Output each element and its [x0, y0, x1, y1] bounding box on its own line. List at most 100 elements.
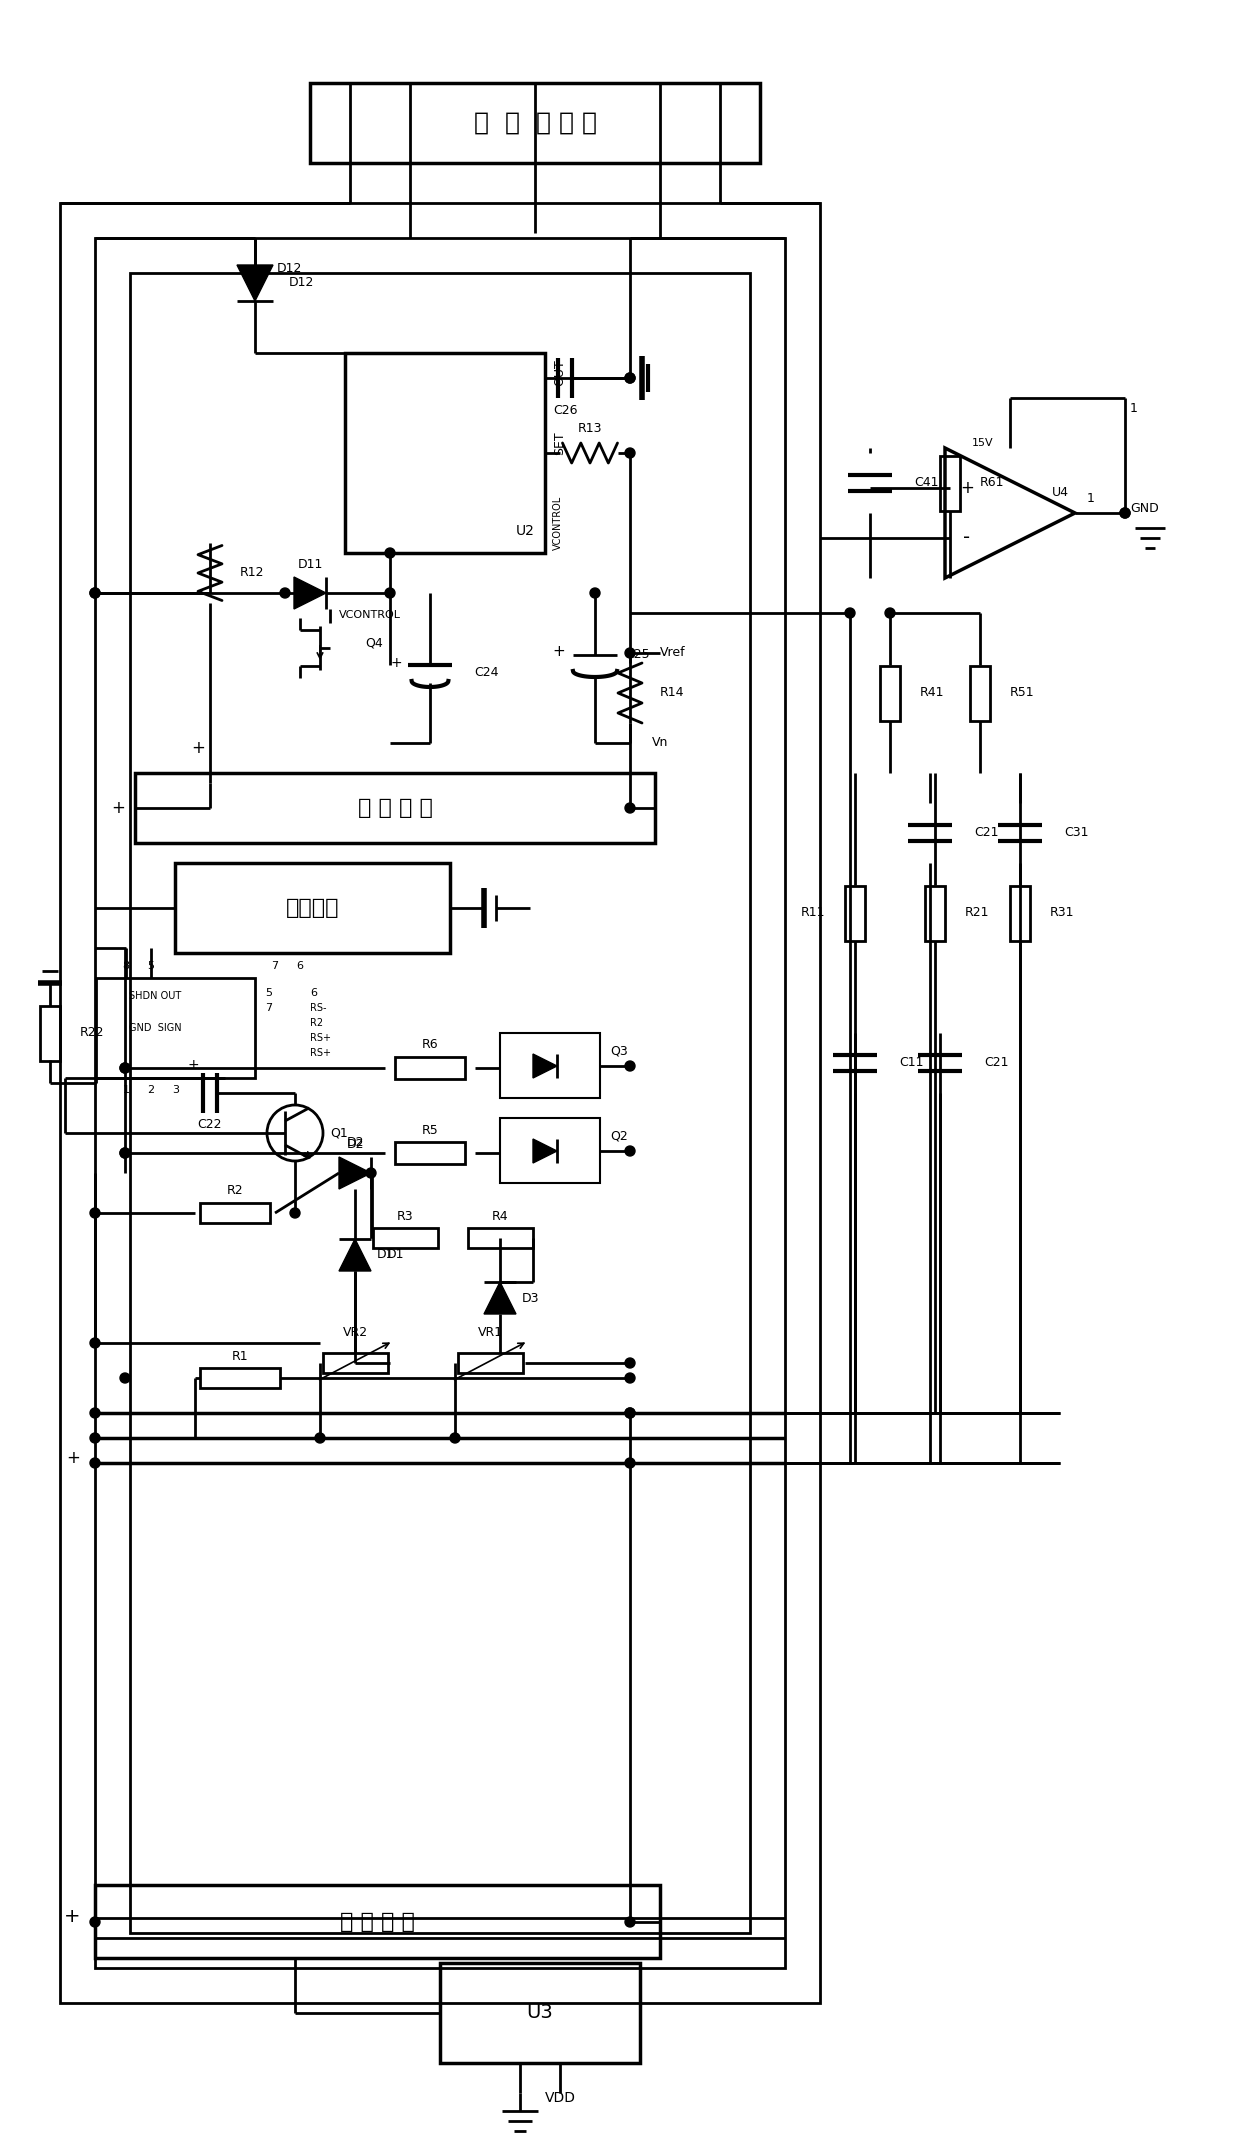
Text: R14: R14 — [660, 687, 684, 700]
Circle shape — [91, 589, 100, 597]
Text: +: + — [391, 657, 402, 670]
Bar — [60, 203, 820, 2003]
Text: 输 出 模 块: 输 出 模 块 — [357, 798, 433, 817]
Text: C41: C41 — [914, 476, 939, 488]
Text: 15V: 15V — [972, 437, 993, 448]
Polygon shape — [237, 264, 273, 301]
Text: SHDN OUT: SHDN OUT — [129, 992, 181, 1000]
Bar — [844, 885, 866, 941]
Text: 1: 1 — [123, 1086, 129, 1094]
Text: R31: R31 — [1050, 907, 1075, 919]
Bar — [940, 456, 960, 510]
Text: C25: C25 — [625, 648, 650, 661]
Text: -: - — [963, 529, 971, 548]
Text: D1: D1 — [377, 1248, 394, 1261]
Text: 3: 3 — [172, 1086, 180, 1094]
Bar — [396, 1058, 465, 1079]
Text: +: + — [112, 800, 125, 817]
Text: +: + — [66, 1448, 81, 1468]
Circle shape — [120, 1148, 130, 1158]
Text: C21: C21 — [985, 1056, 1008, 1069]
Text: U3: U3 — [527, 2003, 553, 2022]
Text: 2: 2 — [148, 1086, 155, 1094]
Circle shape — [1120, 508, 1130, 518]
Bar — [500, 1032, 600, 1098]
Text: VCONTROL: VCONTROL — [339, 610, 401, 621]
Text: R51: R51 — [1011, 687, 1034, 700]
Bar — [396, 1141, 465, 1165]
Circle shape — [290, 1207, 300, 1218]
Text: 1: 1 — [1130, 401, 1138, 414]
Text: R12: R12 — [241, 567, 264, 580]
Text: 8: 8 — [123, 962, 129, 971]
Circle shape — [625, 373, 635, 384]
Circle shape — [625, 1374, 635, 1382]
Circle shape — [91, 1337, 100, 1348]
Bar — [95, 1886, 660, 1958]
Text: C21: C21 — [973, 825, 998, 840]
Text: R2: R2 — [310, 1017, 324, 1028]
Text: Vref: Vref — [660, 646, 686, 659]
Text: D2: D2 — [346, 1137, 363, 1150]
Text: R2: R2 — [227, 1184, 243, 1197]
Text: R4: R4 — [492, 1209, 508, 1222]
Circle shape — [625, 1918, 635, 1926]
Text: D12: D12 — [277, 262, 303, 275]
Circle shape — [625, 1459, 635, 1468]
Text: VR2: VR2 — [342, 1327, 367, 1340]
Circle shape — [315, 1433, 325, 1444]
Text: U2: U2 — [516, 525, 534, 538]
Text: VR1: VR1 — [477, 1327, 502, 1340]
Text: D1: D1 — [387, 1248, 404, 1261]
Circle shape — [120, 1148, 130, 1158]
Circle shape — [625, 1408, 635, 1418]
Bar — [372, 1229, 438, 1248]
Text: C11: C11 — [899, 1056, 924, 1069]
Bar — [135, 772, 655, 843]
Text: R41: R41 — [920, 687, 945, 700]
Circle shape — [844, 608, 856, 619]
Text: R22: R22 — [81, 1026, 104, 1039]
Text: Q2: Q2 — [610, 1130, 627, 1143]
Circle shape — [625, 1060, 635, 1071]
Circle shape — [91, 1433, 100, 1444]
Text: 6: 6 — [310, 988, 317, 998]
Polygon shape — [484, 1282, 516, 1314]
Circle shape — [91, 589, 100, 597]
Bar — [200, 1367, 280, 1389]
Text: 7: 7 — [265, 1003, 272, 1013]
Circle shape — [625, 373, 635, 384]
Circle shape — [91, 1918, 100, 1926]
Text: R1: R1 — [232, 1350, 248, 1363]
Circle shape — [625, 1408, 635, 1418]
Text: 斩  计  控 制 器: 斩 计 控 制 器 — [474, 111, 596, 134]
Text: +: + — [187, 1058, 198, 1073]
Text: Q3: Q3 — [610, 1045, 627, 1058]
Text: C31: C31 — [1064, 825, 1089, 840]
Text: GND  SIGN: GND SIGN — [129, 1024, 182, 1032]
Circle shape — [250, 277, 260, 288]
Bar — [925, 885, 945, 941]
Text: R21: R21 — [965, 907, 990, 919]
Bar — [500, 1118, 600, 1184]
Circle shape — [366, 1169, 376, 1177]
Text: GND: GND — [1130, 501, 1158, 514]
Text: R11: R11 — [801, 907, 825, 919]
Text: C22: C22 — [197, 1118, 222, 1130]
Bar — [175, 864, 450, 953]
Text: R61: R61 — [980, 476, 1004, 488]
Bar — [880, 665, 900, 721]
Text: OUT: OUT — [553, 360, 565, 386]
Circle shape — [885, 608, 895, 619]
Bar — [1011, 885, 1030, 941]
Text: Vn: Vn — [652, 736, 668, 749]
Text: 负载模块: 负载模块 — [285, 898, 340, 917]
Text: 6: 6 — [296, 962, 304, 971]
Circle shape — [91, 1207, 100, 1218]
Text: VDD: VDD — [544, 2090, 575, 2105]
Circle shape — [625, 802, 635, 813]
Polygon shape — [339, 1156, 371, 1188]
Text: D2: D2 — [346, 1139, 363, 1152]
Bar — [310, 83, 760, 162]
Text: +: + — [191, 738, 205, 757]
